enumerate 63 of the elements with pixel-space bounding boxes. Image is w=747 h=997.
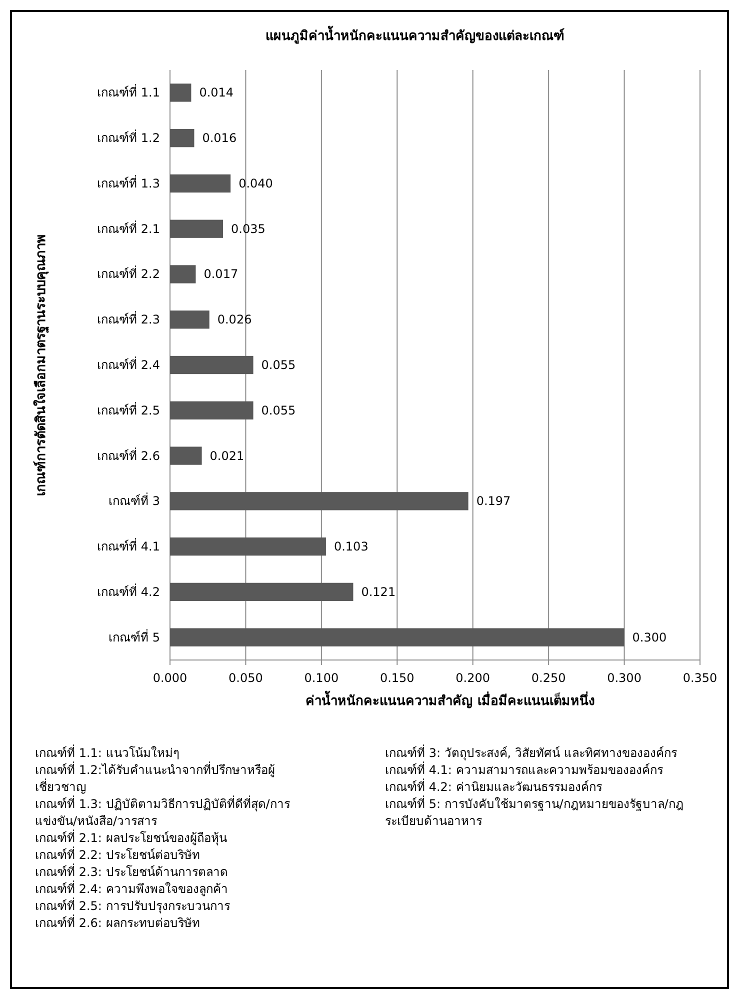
- bar: [170, 84, 192, 102]
- y-tick-label: เกณฑ์ที่ 1.3: [97, 174, 160, 190]
- x-tick-label: 0.050: [228, 671, 263, 685]
- text: เกณฑ์ที่ 2.1: ผลประโยชน์ของผู้ถือหุ้น: [35, 830, 228, 846]
- x-axis-title: ค่าน้ำหนักคะแนนความสำคัญ เมื่อมีคะแนนเต็มหนึ่ง: [306, 690, 594, 709]
- x-tick-label: 0.300: [607, 671, 642, 685]
- bar: [170, 310, 210, 329]
- y-tick-label: เกณฑ์ที่ 1.2: [97, 129, 160, 146]
- bar: [170, 129, 194, 148]
- text: เกณฑ์ที่ 2.5: การปรับปรุงกระบวนการ: [35, 898, 231, 914]
- y-tick-label: เกณฑ์ที่ 2.3: [97, 310, 160, 327]
- data-label: 0.021: [210, 448, 244, 463]
- text: เกณฑ์ที่ 4.2: ค่านิยมและวัฒนธรรมองค์กร: [385, 779, 603, 796]
- data-label: 0.055: [261, 358, 296, 372]
- y-axis-title: เกณฑ์การตัดสินใจเลือกมาตรฐานระบบคุณภาพ: [32, 234, 50, 496]
- x-tick-label: 0.350: [682, 671, 718, 685]
- bar: [170, 537, 326, 556]
- text: เกณฑ์ที่ 2.6: ผลกระทบต่อบริษัท: [35, 915, 201, 932]
- bar: [170, 628, 624, 646]
- text: เกณฑ์ที่ 1.2:ได้รับคำแนะนำจากที่ปรึกษาหรือผู้เชี่ยวชาญ: [35, 762, 276, 796]
- text: เกณฑ์ที่ 1.3: ปฏิบัติตามวิธีการปฏิบัติที่ดีที่สุด/การแข่งขัน/หนังสือ/วารสาร: [35, 796, 291, 830]
- bar: [170, 401, 254, 420]
- y-tick-label: เกณฑ์ที่ 2.1: [97, 220, 160, 236]
- y-tick-label: เกณฑ์ที่ 4.1: [97, 538, 160, 554]
- text: เกณฑ์ที่ 1.1: แนวโน้มใหม่ๆ: [35, 745, 180, 762]
- y-tick-label: เกณฑ์ที่ 2.4: [97, 356, 160, 372]
- text: เกณฑ์ที่ 2.2: ประโยชน์ต่อบริษัท: [35, 847, 201, 864]
- data-label: 0.017: [204, 267, 238, 282]
- y-tick-label: เกณฑ์ที่ 2.2: [97, 265, 160, 282]
- y-tick-label: เกณฑ์ที่ 2.5: [97, 401, 160, 418]
- data-label: 0.014: [199, 86, 234, 100]
- x-tick-label: 0.000: [152, 671, 188, 685]
- data-label: 0.197: [476, 494, 511, 508]
- y-tick-label: เกณฑ์ที่ 5: [108, 628, 160, 644]
- text: เกณฑ์ที่ 4.1: ความสามารถและความพร้อมขององค์กร: [385, 762, 664, 778]
- data-label: 0.055: [261, 403, 296, 418]
- y-tick-label: เกณฑ์ที่ 4.2: [97, 582, 160, 599]
- x-tick-label: 0.250: [531, 671, 566, 685]
- data-label: 0.035: [231, 222, 266, 236]
- x-tick-label: 0.100: [304, 671, 339, 685]
- bar: [170, 265, 196, 284]
- text: เกณฑ์ที่ 2.3: ประโยชน์ด้านการตลาด: [35, 864, 229, 880]
- bar: [170, 174, 231, 193]
- y-tick-label: เกณฑ์ที่ 3: [108, 492, 160, 508]
- y-tick-label: เกณฑ์ที่ 1.1: [97, 84, 160, 100]
- data-label: 0.103: [334, 540, 368, 554]
- bar: [170, 582, 354, 601]
- data-label: 0.121: [361, 584, 396, 599]
- data-label: 0.016: [202, 131, 237, 146]
- data-label: 0.040: [238, 176, 273, 190]
- text: เกณฑ์ที่ 2.4: ความพึงพอใจของลูกค้า: [35, 881, 229, 898]
- data-label: 0.300: [632, 630, 667, 644]
- bar: [170, 220, 223, 238]
- x-tick-label: 0.200: [456, 671, 490, 685]
- chart-title: แผนภูมิค่าน้ำหนักคะแนนความสำคัญของแต่ละเกณฑ์: [266, 25, 564, 44]
- bar: [170, 356, 254, 374]
- text: เกณฑ์ที่ 3: วัตถุประสงค์, วิสัยทัศน์ และทิศทางขององค์กร: [385, 745, 678, 762]
- x-tick-label: 0.150: [380, 671, 414, 685]
- text: เกณฑ์ที่ 5: การบังคับใช้มาตรฐาน/กฎหมายของรัฐบาล/กฎระเบียบด้านอาหาร: [385, 796, 684, 830]
- y-tick-label: เกณฑ์ที่ 2.6: [97, 446, 160, 463]
- bar: [170, 446, 202, 465]
- data-label: 0.026: [217, 312, 252, 327]
- bar: [170, 492, 468, 510]
